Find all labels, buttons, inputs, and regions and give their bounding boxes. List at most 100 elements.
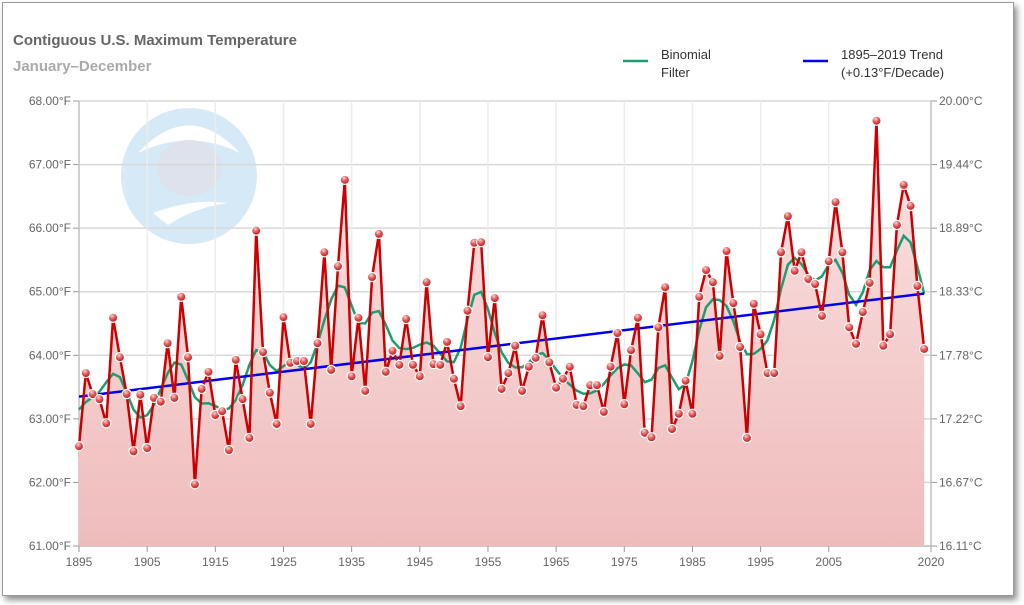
- x-tick-label: 1935: [338, 555, 365, 569]
- data-point: [114, 351, 126, 363]
- data-point: [141, 442, 153, 454]
- data-point: [714, 350, 725, 362]
- data-point: [687, 408, 698, 419]
- data-point: [503, 367, 514, 379]
- data-point: [803, 273, 814, 285]
- data-point: [707, 276, 719, 288]
- data-point: [564, 361, 575, 372]
- data-point: [809, 278, 821, 290]
- data-point: [864, 277, 875, 289]
- data-point: [94, 393, 105, 405]
- y-tick-label-left: 61.00°F: [29, 539, 71, 553]
- data-point: [700, 264, 712, 276]
- data-point: [659, 282, 671, 293]
- data-point: [619, 399, 630, 410]
- data-point: [598, 406, 610, 418]
- data-point: [407, 359, 419, 371]
- data-point: [755, 329, 766, 340]
- data-point: [346, 371, 357, 382]
- data-point: [203, 366, 214, 378]
- data-point: [578, 400, 589, 412]
- x-tick-label: 1985: [679, 555, 706, 569]
- noaa-logo-watermark: [121, 108, 257, 244]
- data-point: [905, 200, 916, 212]
- data-point: [80, 367, 92, 379]
- data-point: [489, 292, 500, 304]
- data-point: [421, 276, 432, 288]
- data-point: [516, 385, 528, 397]
- data-point: [87, 388, 98, 400]
- y-tick-label-right: 16.11°C: [939, 539, 982, 553]
- data-point: [380, 366, 391, 378]
- data-point: [216, 406, 228, 417]
- y-tick-label-left: 66.00°F: [29, 221, 71, 235]
- data-point: [271, 418, 282, 430]
- data-point: [305, 418, 316, 430]
- y-tick-label-right: 19.44°C: [939, 158, 983, 172]
- x-tick-label: 1955: [475, 555, 502, 569]
- x-tick-label: 1925: [270, 555, 297, 569]
- data-point: [734, 341, 746, 353]
- data-point: [176, 291, 187, 302]
- y-tick-label-right: 18.33°C: [939, 285, 983, 299]
- legend-label: (+0.13°F/Decade): [841, 65, 944, 80]
- y-tick-label-left: 64.00°F: [29, 348, 71, 362]
- y-tick-label-left: 67.00°F: [29, 158, 71, 172]
- data-point: [632, 312, 644, 323]
- chart-frame: Contiguous U.S. Maximum Temperature Janu…: [2, 2, 1014, 596]
- data-point: [898, 179, 909, 191]
- y-tick-label-right: 17.22°C: [939, 412, 983, 426]
- data-point: [482, 351, 494, 363]
- data-point: [721, 245, 732, 257]
- data-point: [523, 361, 535, 372]
- trend-line: [78, 292, 925, 398]
- y-tick-label-right: 17.78°C: [939, 348, 983, 362]
- data-point: [789, 265, 800, 276]
- data-point: [550, 382, 562, 393]
- data-point: [775, 247, 787, 258]
- y-tick-label-left: 63.00°F: [29, 412, 71, 426]
- data-point: [891, 219, 903, 231]
- data-point: [196, 383, 207, 395]
- data-point: [264, 387, 276, 398]
- data-point: [230, 354, 241, 365]
- data-point: [837, 247, 848, 258]
- data-point: [850, 338, 862, 350]
- y-tick-label-right: 16.67°C: [939, 475, 983, 489]
- data-point: [182, 351, 194, 363]
- x-tick-label: 1945: [406, 555, 433, 569]
- data-point: [366, 271, 378, 283]
- y-tick-label-right: 18.89°C: [939, 221, 983, 235]
- data-point: [360, 385, 371, 397]
- data-point: [653, 322, 664, 333]
- data-point: [189, 479, 201, 490]
- data-point: [135, 389, 146, 400]
- data-point: [557, 373, 569, 385]
- data-point: [918, 343, 930, 355]
- data-point: [244, 432, 255, 444]
- chart-title: Contiguous U.S. Maximum Temperature: [13, 32, 297, 49]
- data-point: [319, 247, 330, 258]
- data-point: [387, 345, 398, 357]
- data-point: [169, 392, 180, 404]
- data-point: [680, 375, 691, 386]
- data-point: [237, 393, 248, 405]
- x-tick-label: 1895: [66, 555, 93, 569]
- data-point: [625, 345, 637, 356]
- legend-label: 1895–2019 Trend: [841, 47, 943, 62]
- data-point: [530, 352, 541, 364]
- data-point: [510, 340, 521, 351]
- data-point: [101, 418, 112, 429]
- data-point: [741, 432, 753, 444]
- data-point: [448, 373, 460, 385]
- data-point: [339, 174, 351, 186]
- data-point: [496, 383, 507, 395]
- data-point: [257, 346, 269, 358]
- x-tick-label: 1915: [202, 555, 229, 569]
- y-tick-label-left: 68.00°F: [29, 94, 71, 108]
- data-point: [605, 361, 616, 372]
- legend-label: Filter: [661, 65, 691, 80]
- data-point: [537, 310, 548, 321]
- data-point: [666, 423, 678, 435]
- data-point: [251, 225, 262, 236]
